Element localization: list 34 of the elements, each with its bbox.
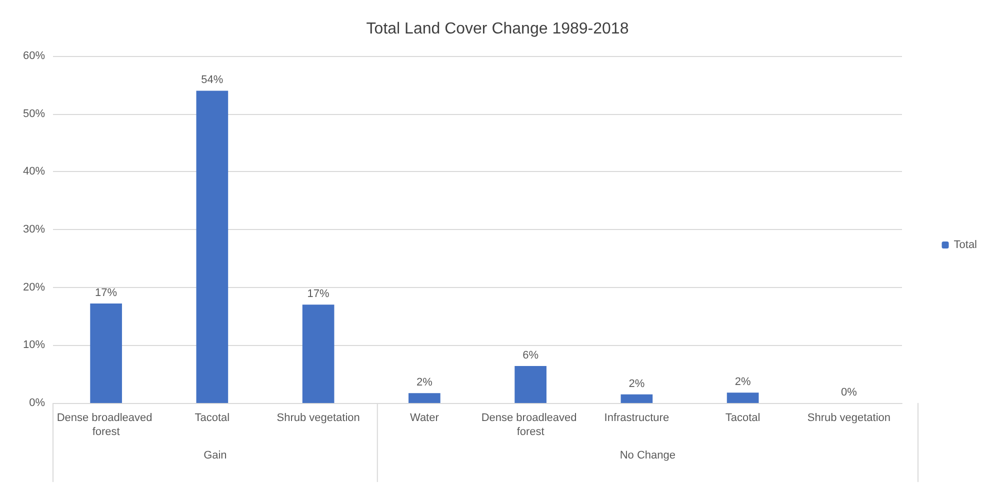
x-tick-label: Dense broadleaved forest bbox=[481, 412, 580, 438]
data-label: 2% bbox=[628, 378, 645, 390]
x-tick-label: Dense broadleaved forest bbox=[56, 412, 156, 438]
y-tick-label: 40% bbox=[22, 166, 46, 178]
y-tick-label: 10% bbox=[22, 339, 46, 352]
data-label: 0% bbox=[840, 386, 858, 398]
bar bbox=[514, 366, 546, 403]
x-tick-label: Infrastructure bbox=[604, 412, 670, 424]
legend-label: Total bbox=[954, 239, 978, 251]
bar bbox=[408, 393, 440, 403]
bar bbox=[196, 90, 228, 403]
text: Gain bbox=[204, 450, 227, 462]
y-tick-label: 60% bbox=[22, 50, 46, 62]
data-label: 2% bbox=[416, 376, 433, 389]
data-label: 2% bbox=[734, 376, 751, 388]
bar bbox=[302, 304, 334, 403]
text: No Change bbox=[620, 450, 676, 462]
data-label: 17% bbox=[95, 287, 118, 300]
y-tick-label: 0% bbox=[29, 397, 46, 409]
x-tick-label: Shrub vegetation bbox=[276, 412, 360, 424]
data-label: 54% bbox=[201, 74, 224, 86]
x-tick-label: Shrub vegetation bbox=[807, 412, 891, 424]
x-tick-label: Tacotal bbox=[194, 412, 230, 424]
y-tick-label: 20% bbox=[22, 281, 46, 294]
x-tick-label: Tacotal bbox=[725, 412, 760, 424]
y-tick-label: 30% bbox=[22, 224, 46, 236]
x-tick-label: Water bbox=[410, 412, 440, 424]
bar bbox=[90, 304, 122, 403]
y-tick-label: 50% bbox=[22, 108, 46, 120]
data-label: 6% bbox=[522, 349, 539, 362]
bar bbox=[620, 394, 653, 403]
chart-title: Total Land Cover Change 1989-2018 bbox=[366, 20, 629, 38]
data-label: 17% bbox=[307, 288, 330, 300]
bar bbox=[726, 392, 759, 403]
